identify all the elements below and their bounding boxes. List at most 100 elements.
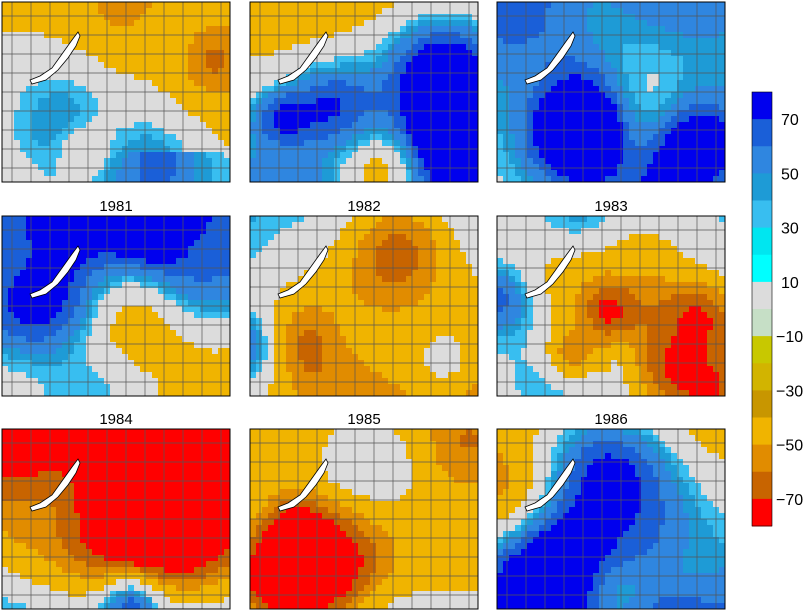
heatmap-cell: [116, 270, 122, 276]
heatmap-cell: [212, 86, 218, 92]
heatmap-cell: [8, 116, 14, 122]
heatmap-cell: [382, 264, 388, 270]
heatmap-cell: [206, 164, 212, 170]
heatmap-cell: [400, 74, 406, 80]
heatmap-cell: [346, 164, 352, 170]
heatmap-cell: [695, 86, 701, 92]
heatmap-cell: [454, 222, 460, 228]
heatmap-cell: [116, 390, 122, 396]
heatmap-cell: [164, 318, 170, 324]
heatmap-cell: [346, 128, 352, 134]
heatmap-cell: [62, 252, 68, 258]
heatmap-cell: [545, 176, 551, 182]
heatmap-cell: [659, 176, 665, 182]
heatmap-cell: [110, 26, 116, 32]
heatmap-cell: [194, 128, 200, 134]
heatmap-cell: [707, 98, 713, 104]
heatmap-cell: [176, 98, 182, 104]
heatmap-cell: [370, 2, 376, 8]
heatmap-cell: [2, 264, 8, 270]
heatmap-cell: [80, 86, 86, 92]
heatmap-cell: [701, 26, 707, 32]
heatmap-cell: [26, 258, 32, 264]
heatmap-cell: [224, 324, 230, 330]
heatmap-cell: [575, 98, 581, 104]
heatmap-cell: [62, 110, 68, 116]
heatmap-cell: [418, 50, 424, 56]
heatmap-cell: [134, 56, 140, 62]
heatmap-cell: [707, 74, 713, 80]
heatmap-cell: [310, 134, 316, 140]
heatmap-cell: [340, 122, 346, 128]
heatmap-cell: [406, 128, 412, 134]
heatmap-cell: [418, 152, 424, 158]
heatmap-cell: [334, 258, 340, 264]
heatmap-cell: [158, 74, 164, 80]
heatmap-cell: [98, 312, 104, 318]
heatmap-cell: [665, 8, 671, 14]
heatmap-cell: [400, 228, 406, 234]
heatmap-cell: [430, 134, 436, 140]
heatmap-cell: [719, 140, 725, 146]
heatmap-cell: [2, 288, 8, 294]
heatmap-cell: [14, 240, 20, 246]
heatmap-cell: [80, 26, 86, 32]
heatmap-cell: [38, 122, 44, 128]
heatmap-cell: [322, 74, 328, 80]
heatmap-cell: [116, 312, 122, 318]
heatmap-cell: [647, 158, 653, 164]
heatmap-cell: [274, 264, 280, 270]
heatmap-cell: [605, 50, 611, 56]
heatmap-cell: [194, 378, 200, 384]
heatmap-cell: [364, 128, 370, 134]
heatmap-cell: [56, 354, 62, 360]
heatmap-cell: [32, 324, 38, 330]
heatmap-cell: [412, 20, 418, 26]
heatmap-cell: [292, 98, 298, 104]
heatmap-cell: [545, 140, 551, 146]
heatmap-cell: [647, 86, 653, 92]
heatmap-cell: [56, 252, 62, 258]
heatmap-cell: [677, 158, 683, 164]
heatmap-cell: [250, 264, 256, 270]
heatmap-cell: [322, 152, 328, 158]
heatmap-cell: [134, 44, 140, 50]
heatmap-cell: [92, 158, 98, 164]
heatmap-cell: [194, 50, 200, 56]
heatmap-cell: [388, 234, 394, 240]
heatmap-cell: [92, 228, 98, 234]
heatmap-cell: [262, 116, 268, 122]
heatmap-cell: [152, 270, 158, 276]
heatmap-cell: [194, 26, 200, 32]
heatmap-cell: [26, 80, 32, 86]
heatmap-cell: [292, 104, 298, 110]
heatmap-cell: [26, 252, 32, 258]
heatmap-cell: [370, 252, 376, 258]
heatmap-cell: [593, 140, 599, 146]
heatmap-cell: [212, 50, 218, 56]
heatmap-cell: [442, 74, 448, 80]
heatmap-cell: [116, 164, 122, 170]
heatmap-cell: [280, 228, 286, 234]
heatmap-cell: [701, 104, 707, 110]
heatmap-cell: [497, 86, 503, 92]
heatmap-cell: [44, 122, 50, 128]
heatmap-cell: [182, 152, 188, 158]
heatmap-cell: [62, 2, 68, 8]
heatmap-cell: [176, 264, 182, 270]
heatmap-cell: [188, 158, 194, 164]
heatmap-cell: [32, 86, 38, 92]
heatmap-cell: [406, 222, 412, 228]
heatmap-cell: [442, 152, 448, 158]
heatmap-cell: [454, 80, 460, 86]
heatmap-cell: [74, 330, 80, 336]
heatmap-cell: [316, 56, 322, 62]
heatmap-cell: [128, 44, 134, 50]
heatmap-cell: [170, 294, 176, 300]
heatmap-cell: [394, 50, 400, 56]
heatmap-cell: [140, 348, 146, 354]
heatmap-cell: [617, 68, 623, 74]
heatmap-cell: [20, 378, 26, 384]
heatmap-cell: [224, 158, 230, 164]
heatmap-cell: [50, 222, 56, 228]
